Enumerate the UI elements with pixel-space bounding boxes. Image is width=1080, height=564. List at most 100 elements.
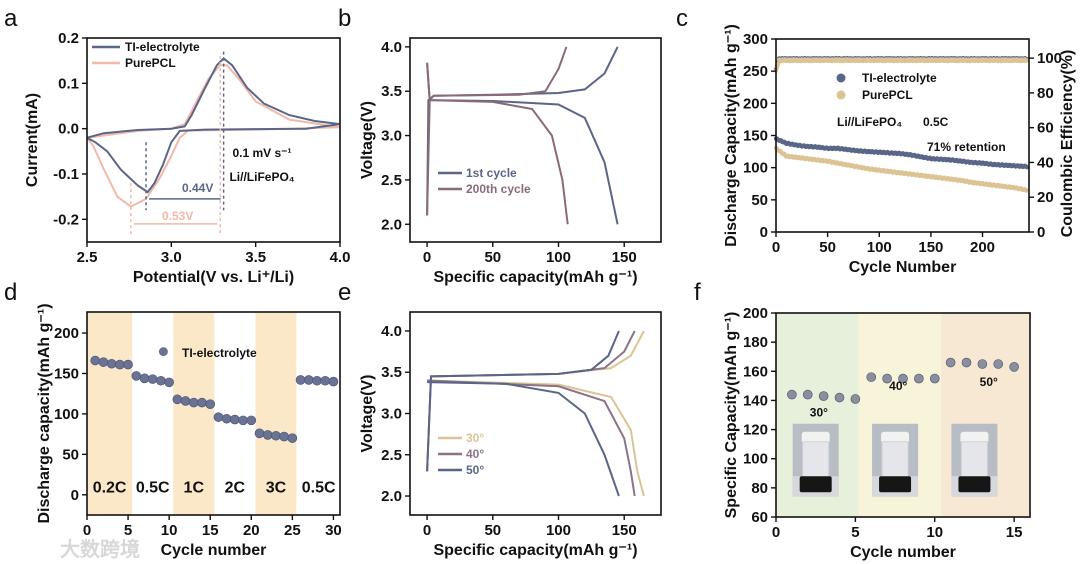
y-tick-label: 0.0 — [58, 121, 79, 138]
chart-panel-f: 0 5 10 15 60 80 100 120 140 160 180 200 Cycle number… — [694, 279, 1031, 561]
data-point — [262, 430, 273, 440]
x-tick-label: 50 — [819, 239, 836, 256]
series-line-PurePCL — [86, 64, 341, 208]
vial-cap — [958, 476, 991, 493]
y-right-tick-label: 80 — [1037, 85, 1054, 102]
retention-label: 71% retention — [927, 140, 1006, 154]
efficiency-point — [1024, 58, 1030, 63]
data-point — [90, 355, 101, 366]
cell-label: Li//LiFePO₄ — [229, 170, 294, 184]
data-point — [279, 431, 289, 442]
x-tick-label: 150 — [612, 249, 637, 266]
panel-letter: d — [4, 279, 17, 306]
x-tick-label: 20 — [243, 522, 260, 539]
y-tick-label: -0.2 — [53, 211, 79, 228]
x-tick-label: 100 — [546, 249, 571, 266]
data-point — [246, 415, 257, 426]
y-tick-label: 0 — [760, 224, 768, 241]
data-point — [156, 375, 166, 386]
discharge-line — [427, 379, 645, 497]
rate-label: 0.5C — [136, 479, 170, 496]
x-tick-label: 30 — [325, 522, 342, 539]
vial-glass — [881, 441, 909, 483]
x-axis-label: Cycle number — [850, 544, 956, 561]
x-tick-label: 4.0 — [330, 249, 351, 266]
x-tick-label: 100 — [546, 522, 571, 539]
data-point — [188, 397, 199, 408]
y-tick-label: 0.2 — [58, 30, 79, 47]
rate-band — [87, 312, 133, 515]
x-tick-label: 50 — [484, 522, 501, 539]
panel-letter: c — [676, 5, 688, 32]
legend-label: TI-electrolyte — [862, 71, 937, 85]
x-tick-label: 0 — [772, 524, 780, 541]
x-tick-label: 100 — [867, 239, 892, 256]
ti-gap-label: 0.44V — [182, 181, 213, 195]
y-tick-label: 120 — [743, 422, 768, 439]
legend-label: TI-electrolyte — [182, 346, 257, 360]
data-point — [866, 372, 877, 382]
data-point — [123, 359, 133, 370]
chart-panel-d: 0 5 10 15 20 25 30 0 50 100 150 200 Cycle number Disc… — [4, 279, 342, 559]
data-point — [898, 373, 908, 384]
capacity-point — [1024, 188, 1030, 193]
chart-panel-b: 0 50 100 150 2.0 2.5 3.0 3.5 4.0 Specific capacit… — [338, 5, 662, 286]
y-tick-label: 100 — [743, 160, 768, 177]
y-tick-label: 2.5 — [381, 447, 402, 464]
x-tick-label: 0 — [423, 522, 431, 539]
y-tick-label: 50 — [751, 192, 768, 209]
x-tick-label: 2.5 — [77, 249, 98, 266]
y-right-tick-label: 20 — [1037, 189, 1054, 206]
data-point — [328, 376, 339, 387]
x-axis-label: Cycle Number — [849, 259, 957, 276]
y-tick-label: 2.0 — [381, 488, 402, 505]
y-axis-label: Specific Capacity(mAh g⁻¹) — [723, 312, 740, 519]
y-tick-label: 100 — [743, 451, 768, 468]
legend-label: 1st cycle — [466, 166, 517, 180]
y-tick-label: 50 — [62, 446, 79, 463]
x-tick-label: 3.5 — [245, 249, 266, 266]
data-point — [271, 430, 281, 441]
rate-label: 0.5C — [923, 115, 949, 129]
y-right-axis-label: Coulombic Efficiency(%) — [1059, 50, 1076, 238]
data-point — [787, 389, 797, 400]
data-point — [850, 394, 861, 404]
plot-frame — [775, 312, 1031, 518]
data-point — [303, 375, 314, 385]
y-tick-label: 60 — [751, 509, 768, 526]
vial-gel — [881, 431, 910, 444]
y-axis-label: Voltage(V) — [359, 101, 376, 179]
legend-label: 30° — [466, 431, 484, 445]
x-tick-label: 150 — [918, 239, 943, 256]
y-tick-label: 3.5 — [381, 83, 402, 100]
data-point — [802, 389, 813, 400]
x-axis-label: Specific capacity(mAh g⁻¹) — [433, 542, 637, 559]
chart-panel-e: 0 50 100 150 2.0 2.5 3.0 3.5 4.0 Specific capacit… — [338, 279, 662, 559]
data-point — [882, 373, 892, 384]
y-tick-label: 0.1 — [58, 75, 79, 92]
series-line-TI-electrolyte — [86, 57, 341, 194]
y-tick-label: 4.0 — [381, 39, 402, 56]
data-point — [172, 394, 183, 405]
y-tick-label: 160 — [743, 363, 768, 380]
data-point — [106, 358, 117, 369]
series-line-50- — [426, 330, 620, 472]
temperature-label: 50° — [980, 375, 998, 389]
y-axis-label: Discharge Capacity(mAh g⁻¹) — [723, 24, 740, 247]
vial-cap — [799, 476, 832, 493]
legend-label: 200th cycle — [466, 182, 531, 196]
temperature-label: 40° — [889, 379, 907, 393]
y-tick-label: 250 — [743, 63, 768, 80]
x-tick-label: 5 — [851, 524, 859, 541]
y-right-tick-label: 0 — [1037, 224, 1045, 241]
data-point — [139, 373, 150, 384]
y-tick-label: 4.0 — [381, 323, 402, 340]
data-point — [131, 371, 142, 381]
y-tick-label: 150 — [54, 365, 79, 382]
y-tick-label: 300 — [743, 31, 768, 48]
legend-marker — [836, 90, 846, 100]
x-tick-label: 0 — [772, 239, 780, 256]
panel-letter: f — [694, 279, 701, 306]
cell-label: Li//LiFePO₄ — [837, 115, 902, 129]
